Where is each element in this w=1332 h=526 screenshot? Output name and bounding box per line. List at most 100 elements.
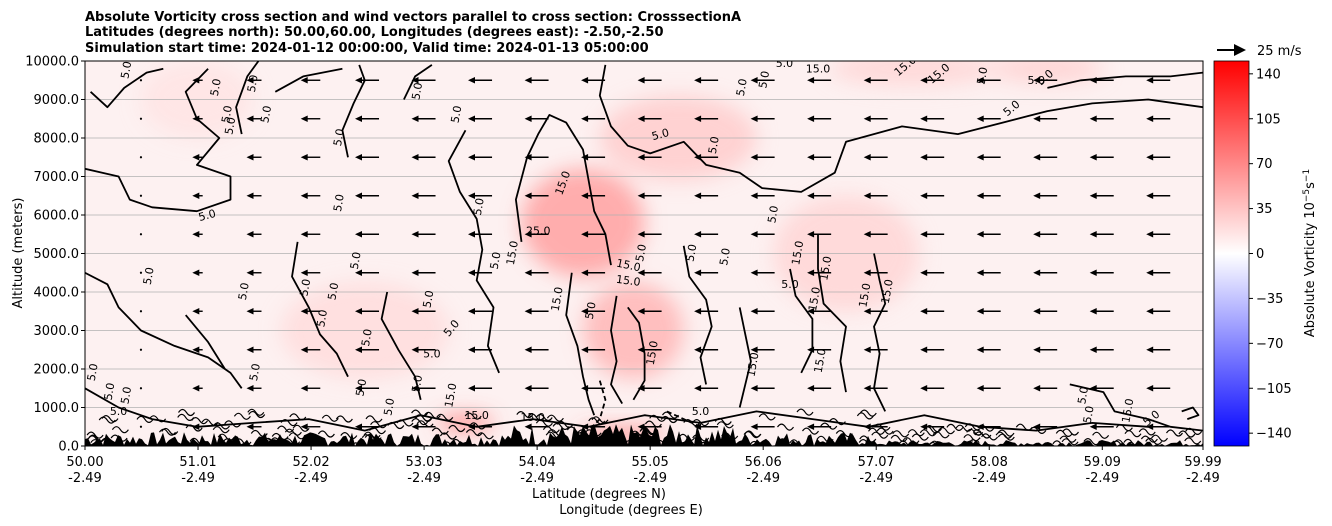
wind-vector-head bbox=[976, 269, 984, 277]
wind-vector-head bbox=[246, 423, 254, 431]
surface-contour-squiggle bbox=[1184, 437, 1202, 445]
surface-contour-squiggle bbox=[88, 434, 106, 442]
wind-vector-head bbox=[863, 230, 871, 238]
wind-vector-dot bbox=[139, 79, 143, 82]
surface-contour-squiggle bbox=[201, 418, 219, 426]
wind-vector-head bbox=[1089, 153, 1097, 161]
wind-vector-head bbox=[1033, 76, 1041, 84]
surface-contour-squiggle bbox=[1138, 428, 1156, 436]
wind-vector-head bbox=[1089, 230, 1097, 238]
wind-vector-head bbox=[524, 76, 532, 84]
contour-label-40: 15.0 bbox=[856, 282, 873, 308]
surface-contour-squiggle bbox=[1083, 438, 1101, 446]
wind-vector-head bbox=[807, 269, 815, 277]
surface-contour-squiggle bbox=[177, 413, 195, 421]
contour-line-19 bbox=[738, 307, 752, 408]
contour-label-69: 5.0 bbox=[583, 301, 599, 320]
contour-label-46: 15.0 bbox=[520, 411, 545, 424]
contour-label-43: 15.0 bbox=[644, 340, 661, 366]
wind-vector-head bbox=[1033, 346, 1041, 354]
surface-contour-squiggle bbox=[835, 430, 853, 438]
contour-line-20 bbox=[1069, 383, 1203, 432]
surface-contour-squiggle bbox=[964, 423, 982, 431]
contour-label-26: 5.0 bbox=[765, 205, 781, 224]
surface-contour-squiggle bbox=[1113, 439, 1131, 446]
surface-contour-squiggle bbox=[929, 440, 947, 446]
wind-vector-head bbox=[581, 115, 589, 123]
contour-label-25: 5.0 bbox=[781, 278, 799, 291]
wind-vector-head bbox=[246, 115, 254, 123]
wind-vector-dot bbox=[139, 348, 143, 351]
contour-label-9: 5.0 bbox=[449, 105, 465, 124]
contour-labels: 5.05.0 5.05.05.05.05.05.05.05.05.05.05.0 5… bbox=[85, 61, 1162, 446]
surface-contour-squiggle bbox=[898, 440, 916, 446]
wind-vector-head bbox=[1146, 423, 1154, 431]
wind-vector-head bbox=[468, 115, 475, 123]
surface-contour-squiggle bbox=[966, 428, 984, 436]
wind-vector-head bbox=[920, 384, 928, 392]
surface-contour-squiggle bbox=[1185, 427, 1203, 435]
wind-vector-head bbox=[1089, 384, 1097, 392]
surface-contour-squiggle bbox=[1062, 428, 1079, 436]
x-tick-label-lat-6: 56.06 bbox=[745, 455, 782, 470]
wind-vector-head bbox=[524, 346, 532, 354]
wind-vector-head bbox=[920, 423, 928, 431]
colorbar-label-unit-exponent: −1 bbox=[1302, 169, 1312, 182]
surface-contour-squiggle bbox=[692, 434, 710, 442]
contour-label-63: 5.0 bbox=[381, 397, 397, 416]
surface-contour-squiggle bbox=[856, 412, 874, 420]
wind-vector-head bbox=[976, 384, 984, 392]
wind-vector-head bbox=[694, 307, 702, 315]
surface-contour-squiggle bbox=[911, 433, 929, 441]
wind-vector-head bbox=[581, 423, 589, 431]
contour-lines bbox=[85, 61, 1203, 432]
contour-label-44: 15.0 bbox=[442, 382, 459, 408]
wind-vector-head bbox=[920, 307, 928, 315]
surface-contour-squiggle bbox=[758, 413, 776, 421]
surface-contour-squiggle bbox=[451, 438, 469, 446]
contour-line-10 bbox=[598, 64, 1203, 193]
wind-vector-head bbox=[863, 384, 871, 392]
surface-contour-squiggle bbox=[469, 422, 487, 430]
contour-label-49: 15.0 bbox=[1119, 398, 1136, 424]
surface-contour-squiggle bbox=[250, 429, 268, 438]
wind-vector-head bbox=[355, 307, 362, 315]
contour-label-38: 15.0 bbox=[817, 255, 834, 281]
surface-contour-squiggle bbox=[997, 429, 1015, 437]
title-line-3: Simulation start time: 2024-01-12 00:00:… bbox=[85, 41, 649, 56]
quiver-key: 25 m/s bbox=[1217, 44, 1302, 59]
wind-vector-head bbox=[581, 153, 589, 161]
wind-vector-head bbox=[355, 153, 362, 161]
x-tick-label-lat-8: 58.08 bbox=[971, 455, 1008, 470]
wind-vector-head bbox=[750, 76, 758, 84]
contour-label-37: 15.0 bbox=[806, 286, 823, 312]
wind-vector-head bbox=[1089, 115, 1097, 123]
wind-vector-head bbox=[524, 384, 532, 392]
wind-vector-head bbox=[1146, 153, 1154, 161]
surface-contour-squiggle bbox=[335, 415, 353, 423]
surface-contour-squiggle bbox=[692, 419, 710, 427]
surface-contour-squiggle bbox=[1166, 429, 1183, 437]
surface-contour-squiggle bbox=[364, 434, 382, 442]
surface-contour-squiggle bbox=[802, 427, 819, 435]
surface-contour-squiggle bbox=[890, 434, 908, 442]
contour-line-1 bbox=[85, 68, 232, 213]
wind-vector-head bbox=[1089, 76, 1097, 84]
contour-label-5: 5.0 bbox=[258, 105, 274, 124]
wind-vector-head bbox=[976, 76, 984, 84]
contour-label-18: 5.0 bbox=[421, 289, 437, 308]
surface-contour-squiggle bbox=[796, 408, 814, 416]
contour-line-15 bbox=[682, 245, 713, 385]
surface-contour-squiggle bbox=[938, 427, 955, 435]
wind-vector-head bbox=[1089, 423, 1097, 431]
surface-contour-squiggle bbox=[552, 422, 570, 430]
surface-contour-squiggle bbox=[749, 440, 767, 446]
surface-contour-squiggle bbox=[683, 419, 701, 427]
contour-label-39: 15.0 bbox=[879, 278, 896, 304]
wind-vectors bbox=[139, 76, 1171, 431]
contour-label-17: 5.0 bbox=[359, 328, 375, 347]
wind-vector-head bbox=[355, 115, 362, 123]
surface-contour-squiggle bbox=[101, 415, 119, 423]
wind-vector-head bbox=[246, 384, 254, 392]
surface-contour-squiggle bbox=[649, 414, 667, 422]
